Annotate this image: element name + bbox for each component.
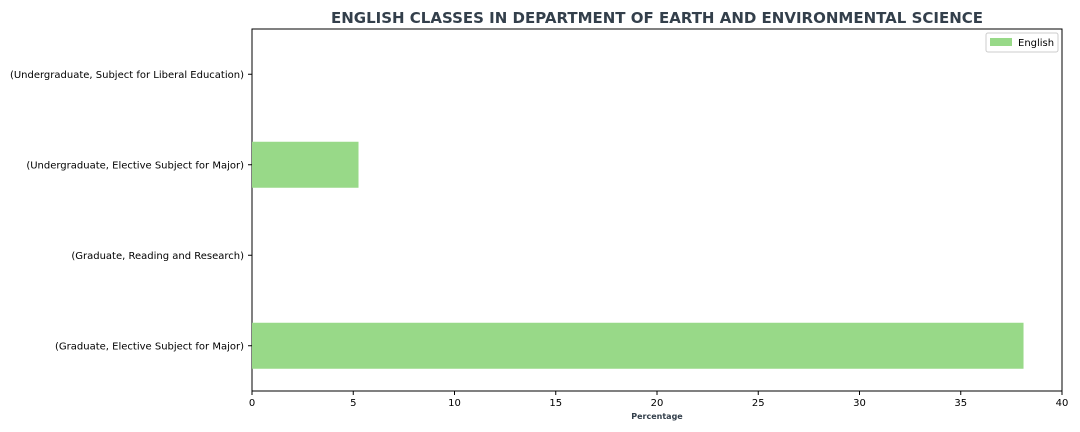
legend-box <box>985 32 1059 53</box>
x-tick-label: 20 <box>651 398 664 409</box>
x-axis-label: Percentage <box>631 412 683 421</box>
bar <box>252 322 1024 369</box>
y-axis: (Undergraduate, Subject for Liberal Educ… <box>10 70 252 352</box>
y-tick-label: (Graduate, Reading and Research) <box>71 251 244 262</box>
y-tick-label: (Graduate, Elective Subject for Major) <box>55 341 244 352</box>
legend-swatch <box>990 38 1012 46</box>
x-tick-label: 5 <box>350 398 356 409</box>
x-tick-label: 15 <box>549 398 562 409</box>
x-tick-label: 10 <box>448 398 461 409</box>
x-axis: 0 5 10 15 20 25 30 35 40 <box>249 391 1069 409</box>
bar-group <box>252 141 1024 369</box>
x-tick-label: 25 <box>752 398 765 409</box>
x-tick-label: 0 <box>249 398 255 409</box>
legend: English <box>985 32 1059 53</box>
bar <box>252 141 359 188</box>
y-tick-label: (Undergraduate, Subject for Liberal Educ… <box>10 70 244 81</box>
y-tick-label: (Undergraduate, Elective Subject for Maj… <box>26 160 244 171</box>
chart-title: ENGLISH CLASSES IN DEPARTMENT OF EARTH A… <box>331 9 983 27</box>
x-tick-label: 35 <box>954 398 967 409</box>
x-tick-label: 30 <box>853 398 866 409</box>
x-tick-label: 40 <box>1056 398 1069 409</box>
legend-label: English <box>1018 38 1054 49</box>
